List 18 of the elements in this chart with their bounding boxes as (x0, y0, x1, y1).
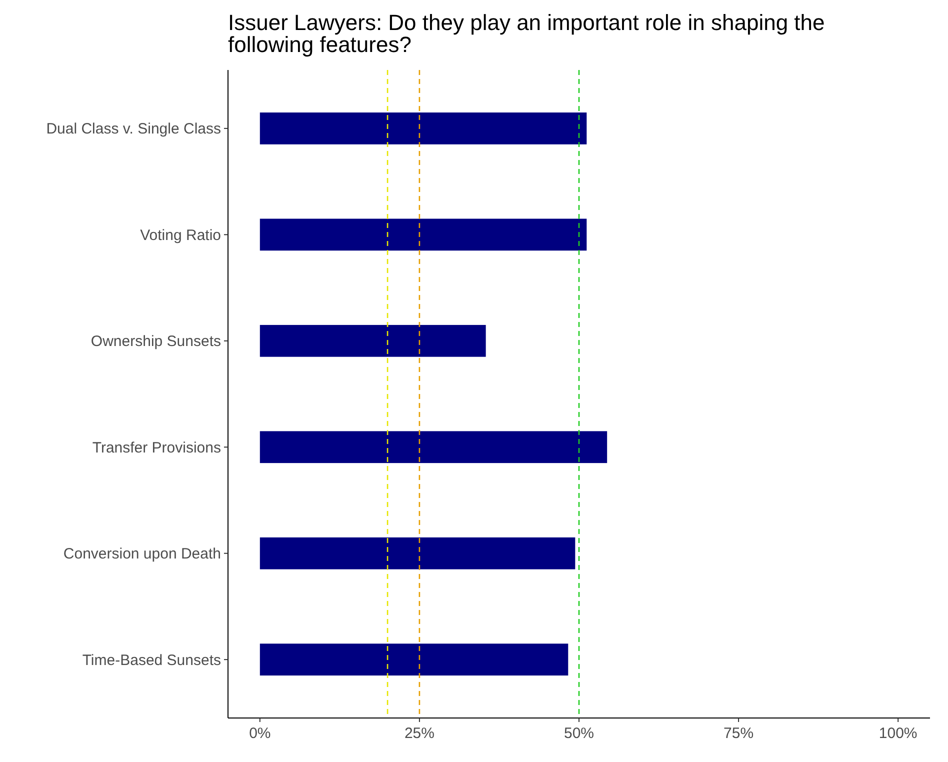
bar (260, 324, 486, 357)
chart-title: Issuer Lawyers: Do they play an important role in shaping the following features? (228, 10, 825, 57)
y-tick-label: Transfer Provisions (92, 439, 221, 456)
y-tick-label: Voting Ratio (140, 226, 221, 244)
x-tick-label: 100% (878, 725, 918, 742)
x-tick-label: 75% (724, 725, 754, 742)
x-tick-label: 0% (249, 725, 271, 742)
y-tick-label: Dual Class v. Single Class (46, 120, 221, 138)
y-tick-label: Ownership Sunsets (90, 333, 221, 350)
x-tick-label: 50% (564, 725, 594, 742)
y-tick-label: Conversion upon Death (63, 546, 221, 563)
bar (260, 112, 587, 144)
x-tick-label: 25% (404, 725, 434, 742)
bar (260, 644, 568, 676)
bar (260, 537, 576, 570)
bar (260, 218, 587, 251)
y-tick-label: Time-Based Sunsets (82, 652, 221, 669)
bar (260, 431, 608, 464)
